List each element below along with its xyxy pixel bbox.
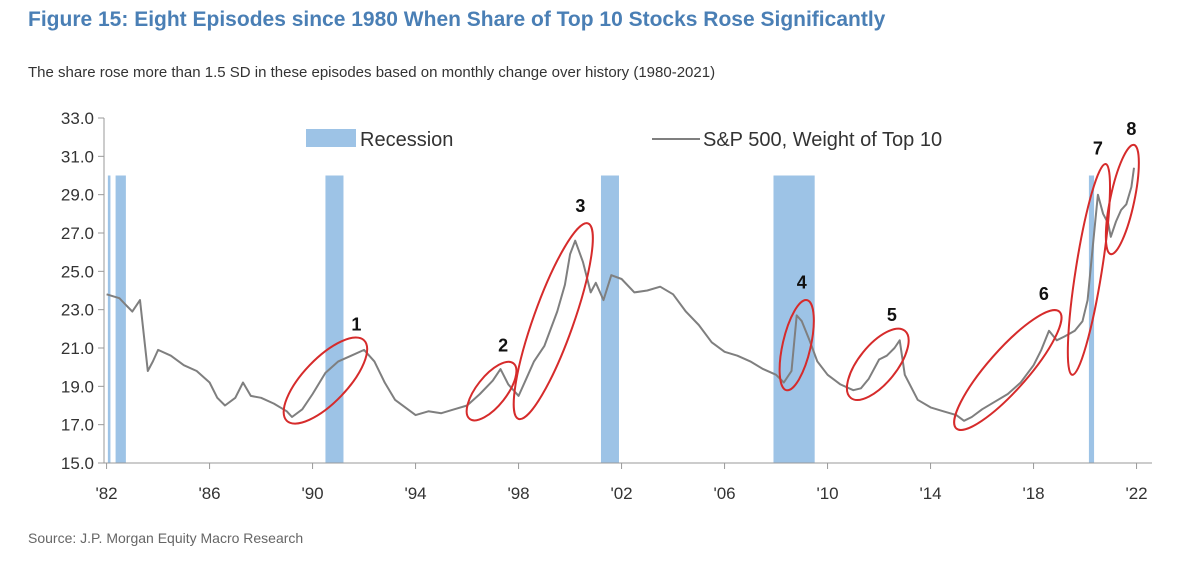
legend-recession-label: Recession xyxy=(360,129,453,151)
episode-ellipse xyxy=(845,327,910,401)
source-note: Source: J.P. Morgan Equity Macro Researc… xyxy=(28,530,304,546)
x-tick-label: '02 xyxy=(610,484,632,503)
series-line xyxy=(106,167,1135,422)
recession-bar xyxy=(107,175,111,463)
recession-bar xyxy=(1088,175,1095,463)
y-tick-label: 15.0 xyxy=(61,454,94,473)
recession-bar xyxy=(773,175,815,463)
y-tick-label: 17.0 xyxy=(61,416,94,435)
x-tick-label: '86 xyxy=(198,484,220,503)
episode-ellipse xyxy=(282,336,369,425)
page-title: Figure 15: Eight Episodes since 1980 Whe… xyxy=(28,8,886,31)
episode-label: 4 xyxy=(797,272,807,292)
episode-label: 8 xyxy=(1126,119,1136,139)
y-tick-label: 25.0 xyxy=(61,262,94,281)
x-tick-label: '10 xyxy=(816,484,838,503)
chart-axes: 15.0 17.0 19.0 21.0 23.0 25.0 27.0 29.0 31.0 33.0… xyxy=(61,109,1152,503)
episode-ellipse xyxy=(1104,143,1140,256)
legend-recession-swatch xyxy=(306,129,356,147)
x-tick-label: '94 xyxy=(404,484,426,503)
episode-label: 7 xyxy=(1093,138,1103,158)
x-tick-label: '98 xyxy=(507,484,529,503)
episode-label: 6 xyxy=(1039,284,1049,304)
episode-ellipse xyxy=(1066,162,1112,376)
legend: Recession S&P 500, Weight of Top 10 xyxy=(306,129,942,151)
series-line-top10-weight xyxy=(106,167,1135,422)
episode-ellipse xyxy=(512,222,594,421)
legend-series-label: S&P 500, Weight of Top 10 xyxy=(703,129,942,151)
chart-subtitle: The share rose more than 1.5 SD in these… xyxy=(28,64,716,81)
y-tick-label: 29.0 xyxy=(61,186,94,205)
episode-ellipse xyxy=(953,309,1063,431)
x-tick-label: '90 xyxy=(301,484,323,503)
x-tick-label: '82 xyxy=(95,484,117,503)
episode-ellipse xyxy=(465,360,518,422)
episode-label: 2 xyxy=(498,336,508,356)
y-tick-label: 19.0 xyxy=(61,377,94,396)
episode-label: 3 xyxy=(575,196,585,216)
y-tick-label: 27.0 xyxy=(61,224,94,243)
recession-bar xyxy=(115,175,126,463)
recession-bars xyxy=(107,175,1095,463)
x-tick-label: '18 xyxy=(1022,484,1044,503)
episode-annotations: 1 2 3 4 5 6 7 8 xyxy=(282,119,1140,431)
episode-label: 5 xyxy=(887,305,897,325)
x-tick-label: '22 xyxy=(1125,484,1147,503)
y-tick-label: 21.0 xyxy=(61,339,94,358)
y-tick-label: 33.0 xyxy=(61,109,94,128)
y-tick-label: 23.0 xyxy=(61,301,94,320)
recession-bar xyxy=(600,175,619,463)
x-tick-label: '06 xyxy=(713,484,735,503)
recession-bar xyxy=(325,175,344,463)
y-tick-label: 31.0 xyxy=(61,147,94,166)
episode-ellipse xyxy=(778,298,815,392)
episode-label: 1 xyxy=(351,315,361,335)
x-tick-label: '14 xyxy=(919,484,941,503)
